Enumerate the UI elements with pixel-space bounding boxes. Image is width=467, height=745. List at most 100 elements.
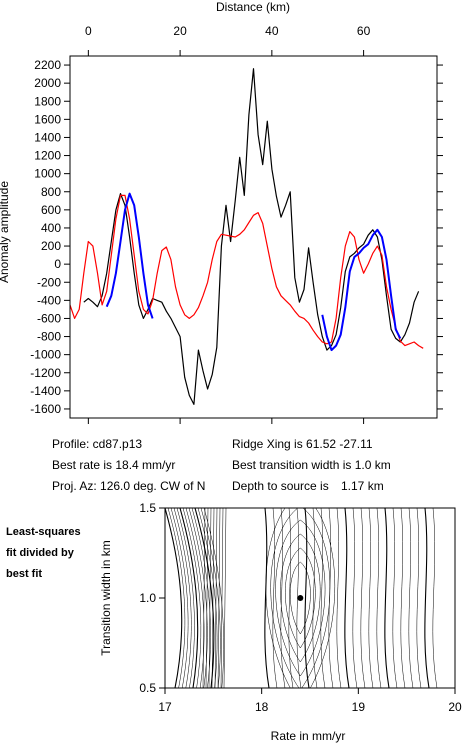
y-tick-label: -1000 [30, 348, 61, 362]
contour-x-ticks: 17 18 19 20 [158, 688, 462, 714]
y-tick-label: 0 [54, 257, 61, 271]
contour-line [384, 508, 390, 688]
x-tick-label: 20 [173, 24, 187, 38]
y-tick-label: 1600 [34, 112, 61, 126]
contour-line [176, 508, 195, 688]
contour-line [408, 508, 414, 688]
contour-line [344, 508, 350, 688]
x-tick-label: 0 [85, 24, 92, 38]
best-rate: Best rate is 18.4 mm/yr [52, 458, 176, 472]
series-line-3 [321, 228, 402, 352]
contour-line [424, 508, 430, 688]
contour-line [200, 508, 221, 688]
best-transition-width: Best transition width is 1.0 km [232, 458, 391, 472]
y-tick-label: 1200 [34, 149, 61, 163]
contour-title-line-3: best fit [6, 568, 42, 580]
y-tick-label: 600 [41, 203, 61, 217]
contour-line [208, 508, 212, 688]
y-tick-label: 1400 [34, 130, 61, 144]
series-line-0 [83, 68, 420, 405]
y-tick-label: -1400 [30, 384, 61, 398]
contour-line [205, 508, 209, 688]
contour-line [223, 508, 227, 688]
y-tick-label: -200 [37, 275, 61, 289]
projection-azimuth: Proj. Az: 126.0 deg. CW of N [52, 479, 206, 493]
contour-ring [280, 533, 321, 663]
y-tick-label: -1600 [30, 402, 61, 416]
contour-line [400, 508, 406, 688]
contour-line [182, 508, 202, 688]
series-line-1 [69, 194, 424, 349]
y-tick-label: 400 [41, 221, 61, 235]
y-axis-ticks: 2200200018001600140012001000800600400200… [30, 58, 443, 416]
contour-line [173, 508, 192, 688]
contour-title-line-1: Least-squares [6, 526, 81, 538]
contour-line [165, 508, 183, 688]
contour-x-tick-label: 20 [448, 700, 462, 714]
contour-line [217, 508, 221, 688]
y-tick-label: 2200 [34, 58, 61, 72]
contour-line [264, 508, 270, 688]
contour-y-axis-label: Transition width in km [99, 540, 113, 656]
x-tick-label: 40 [265, 24, 279, 38]
contour-line [202, 508, 206, 688]
contour-line [360, 508, 366, 688]
y-axis-label: Anomaly amplitude [0, 181, 11, 283]
contour-line [185, 508, 205, 688]
contour-line [280, 508, 286, 688]
contour-x-tick-label: 17 [158, 700, 172, 714]
contour-y-ticks: 0.5 1.0 1.5 [139, 501, 165, 695]
contour-line [336, 508, 342, 688]
plot-frame [69, 55, 438, 419]
contour-line [191, 508, 211, 688]
y-tick-label: -800 [37, 330, 61, 344]
contour-line [220, 508, 224, 688]
contour-ring [289, 561, 311, 635]
contour-line [312, 508, 318, 688]
contour-line [272, 508, 278, 688]
contour-line [320, 508, 326, 688]
misfit-contour-chart: Least-squares 17 18 19 20 0.5 1.0 1.5 Rate in… [6, 501, 462, 743]
best-fit-marker [297, 595, 304, 601]
y-tick-label: -600 [37, 311, 61, 325]
contour-x-tick-label: 18 [255, 700, 269, 714]
profile-name: Profile: cd87.p13 [52, 437, 143, 451]
y-tick-label: -1200 [30, 366, 61, 380]
profile-series [69, 68, 424, 405]
contour-line [170, 508, 189, 688]
profile-chart: Distance (km) 0 20 40 60 220020001800160014… [0, 0, 443, 424]
ridge-crossing: Ridge Xing is 61.52 -27.11 [232, 437, 373, 451]
contour-ring [285, 547, 316, 649]
contour-ring [275, 519, 326, 677]
contour-line [416, 508, 422, 688]
depth-to-source-label: Depth to source is [232, 479, 329, 493]
contour-line [368, 508, 374, 688]
x-axis-label: Distance (km) [216, 0, 290, 14]
contour-line [352, 508, 358, 688]
y-tick-label: 200 [41, 239, 61, 253]
x-axis-ticks: 0 20 40 60 [85, 24, 371, 424]
contour-x-tick-label: 19 [352, 700, 366, 714]
contour-line [392, 508, 398, 688]
contour-line [214, 508, 218, 688]
contour-y-tick-label: 0.5 [139, 681, 156, 695]
y-tick-label: 1000 [34, 167, 61, 181]
contour-ring [270, 508, 331, 688]
contour-line [211, 508, 215, 688]
contour-line [167, 508, 186, 688]
contour-y-tick-label: 1.5 [139, 501, 156, 515]
depth-to-source-value: 1.17 km [341, 479, 384, 493]
contour-ring [265, 508, 336, 688]
contour-y-tick-label: 1.0 [139, 591, 156, 605]
x-tick-label: 60 [357, 24, 371, 38]
contour-line [194, 508, 215, 688]
y-tick-label: -400 [37, 293, 61, 307]
y-tick-label: 800 [41, 185, 61, 199]
contour-line [432, 508, 438, 688]
series-line-2 [105, 192, 154, 319]
y-tick-label: 1800 [34, 94, 61, 108]
contour-line [203, 508, 224, 688]
y-tick-label: 2000 [34, 76, 61, 90]
contour-x-axis-label: Rate in mm/yr [271, 729, 346, 743]
